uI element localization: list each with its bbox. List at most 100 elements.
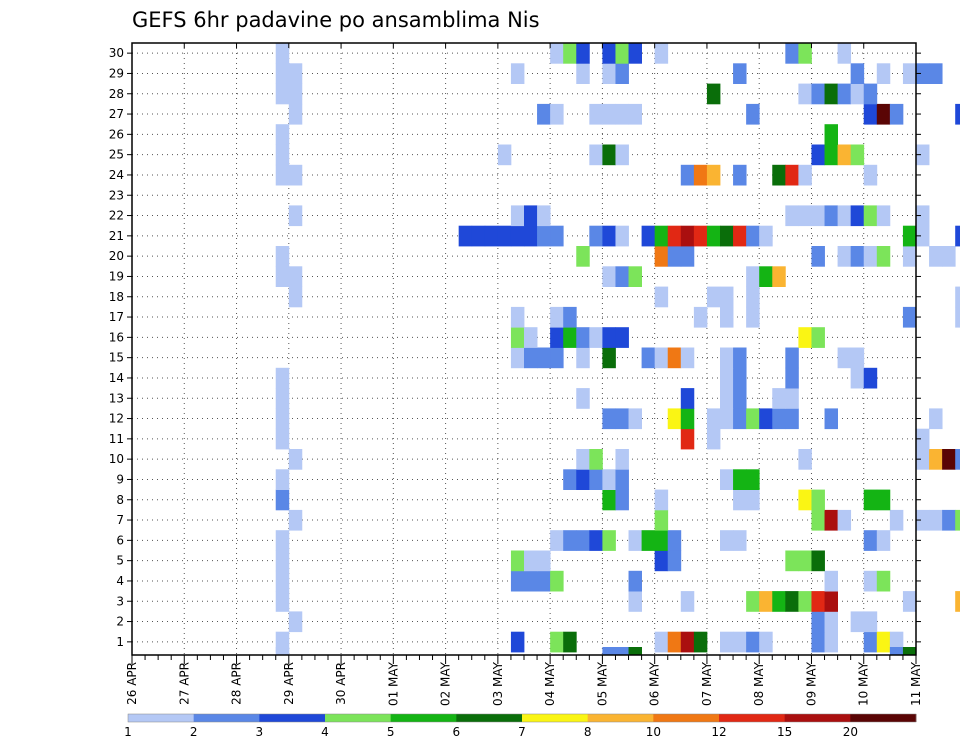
data-cell <box>902 246 917 267</box>
data-cell <box>615 469 629 490</box>
colorbar-label: 10 <box>646 725 661 739</box>
data-cell <box>615 266 629 287</box>
data-cell <box>733 164 747 186</box>
y-tick-label: 17 <box>109 310 124 324</box>
y-tick-label: 13 <box>109 391 124 405</box>
y-tick-label: 28 <box>109 87 124 101</box>
data-cell <box>876 103 891 125</box>
data-cell <box>759 266 773 287</box>
data-cell <box>785 43 799 64</box>
data-cell <box>628 591 642 612</box>
data-cell <box>654 530 669 551</box>
data-cell <box>876 530 891 551</box>
data-cell <box>654 631 669 653</box>
data-cell <box>720 306 734 328</box>
data-cell <box>602 266 616 287</box>
data-cell <box>576 388 590 409</box>
data-cell <box>550 347 564 369</box>
data-cell <box>524 205 538 227</box>
colorbar-swatch <box>259 714 326 722</box>
data-cell <box>733 347 747 369</box>
data-cell <box>824 570 838 592</box>
data-cell <box>746 103 760 125</box>
data-cell <box>706 286 721 308</box>
data-cell <box>837 347 852 369</box>
data-cell <box>720 347 734 369</box>
data-cell <box>798 43 812 64</box>
data-cell <box>693 306 708 328</box>
data-cell <box>785 388 799 409</box>
data-cell <box>720 469 734 490</box>
data-cell <box>615 63 629 84</box>
data-cell <box>942 509 956 531</box>
data-cell <box>628 647 642 655</box>
data-cell <box>602 469 616 490</box>
data-cell <box>524 570 538 592</box>
data-cell <box>850 205 865 227</box>
data-cell <box>863 570 878 592</box>
data-cell <box>497 144 512 166</box>
data-cell <box>667 550 682 572</box>
data-cell <box>576 347 590 369</box>
data-cell <box>275 591 290 612</box>
data-cell <box>955 306 960 328</box>
data-cell <box>942 449 956 470</box>
data-cell <box>720 286 734 308</box>
y-tick-label: 22 <box>109 209 124 223</box>
grid-lines <box>132 43 916 655</box>
data-cell <box>275 124 290 145</box>
data-cell <box>863 83 878 105</box>
data-cell <box>811 591 825 612</box>
data-cell <box>510 327 525 348</box>
data-cell <box>902 63 917 84</box>
data-cell <box>275 388 290 409</box>
colorbar-label: 3 <box>256 725 264 739</box>
data-cells <box>275 43 960 655</box>
data-cell <box>275 266 290 287</box>
data-cell <box>654 246 669 267</box>
data-cell <box>537 550 551 572</box>
data-cell <box>811 631 825 653</box>
data-cell <box>615 449 629 470</box>
data-cell <box>876 631 891 653</box>
y-tick-label: 30 <box>109 46 124 60</box>
data-cell <box>602 327 616 348</box>
x-tick-label: 28 APR <box>230 662 244 705</box>
x-tick-label: 04 MAY <box>543 661 557 706</box>
data-cell <box>876 63 891 84</box>
data-cell <box>654 225 669 247</box>
data-cell <box>746 286 760 308</box>
data-cell <box>746 266 760 287</box>
data-cell <box>563 631 577 653</box>
data-cell <box>916 509 930 531</box>
data-cell <box>288 164 303 186</box>
x-tick-label: 02 MAY <box>439 661 453 706</box>
data-cell <box>876 489 891 511</box>
data-cell <box>811 550 825 572</box>
data-cell <box>602 489 616 511</box>
data-cell <box>772 164 786 186</box>
y-tick-label: 19 <box>109 269 124 283</box>
data-cell <box>850 63 865 84</box>
data-cell <box>746 225 760 247</box>
data-cell <box>550 327 564 348</box>
data-cell <box>837 83 852 105</box>
colorbar-frame <box>127 713 917 723</box>
data-cell <box>811 205 825 227</box>
data-cell <box>615 408 629 430</box>
data-cell <box>902 306 917 328</box>
data-cell <box>785 367 799 389</box>
data-cell <box>876 570 891 592</box>
data-cell <box>654 489 669 511</box>
data-cell <box>288 266 303 287</box>
chart-title: GEFS 6hr padavine po ansamblima Nis <box>132 8 540 32</box>
data-cell <box>811 246 825 267</box>
data-cell <box>929 63 943 84</box>
data-cell <box>275 469 290 490</box>
data-cell <box>589 144 603 166</box>
y-tick-label: 26 <box>109 127 124 141</box>
data-cell <box>288 63 303 84</box>
data-cell <box>667 408 682 430</box>
data-cell <box>889 647 904 655</box>
data-cell <box>680 631 695 653</box>
